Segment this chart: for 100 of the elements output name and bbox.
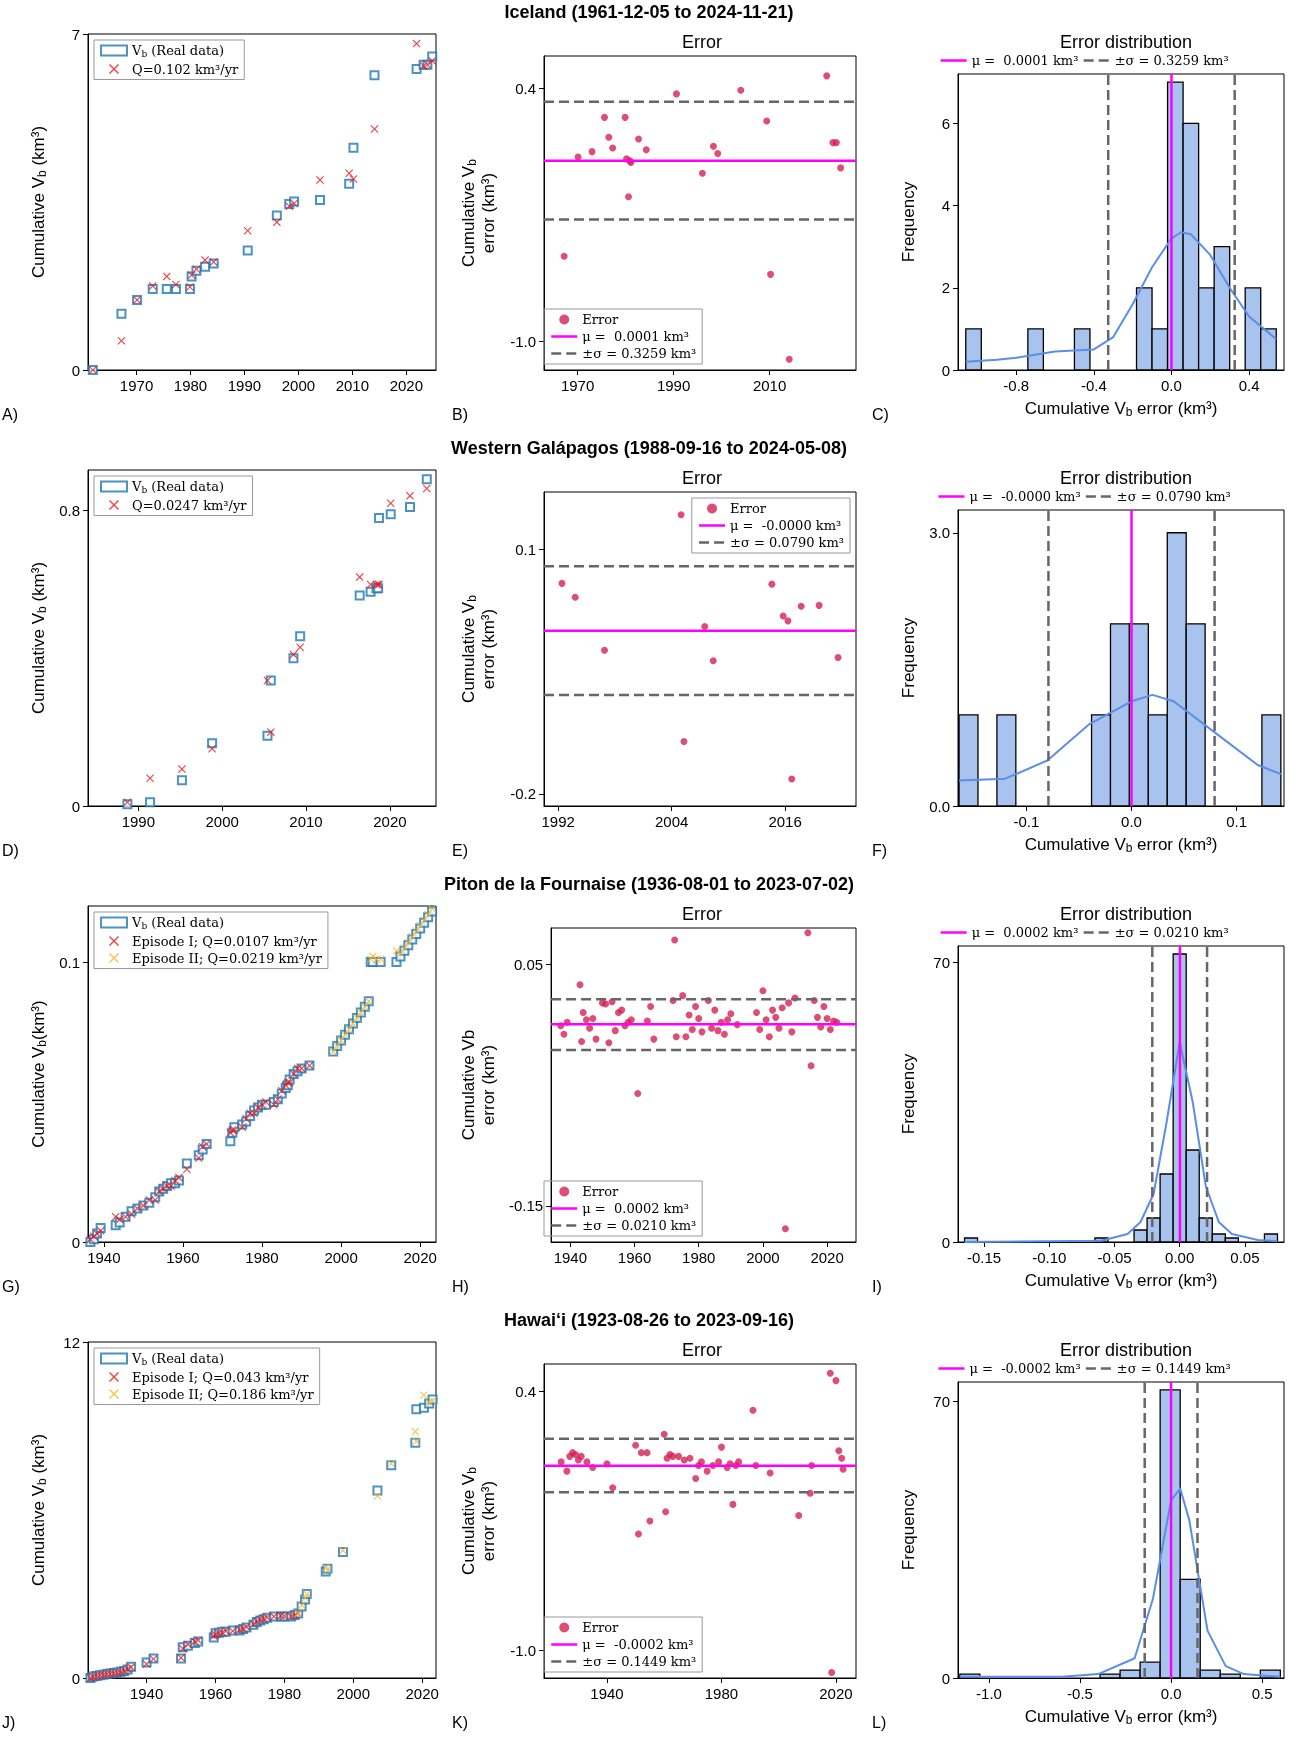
y-tick-label: 3.0 [929,524,950,542]
text: A) [2,405,18,423]
legend-label: Error [582,1184,619,1199]
legend-label: ±σ = 0.0210 km³ [582,1218,697,1233]
legend-label: Q=0.102 km³/yr [132,61,240,77]
y-tick-label: 7 [71,25,80,43]
legend-label: μ = -0.0000 km³ [969,489,1081,504]
chart-title: Error distribution [1059,468,1193,488]
x-tick-label: -1.0 [976,1685,1002,1702]
y-tick-label: 0 [941,1669,950,1687]
legend-label: Episode I; Q=0.043 km³/yr [132,1369,310,1385]
x-tick-label: 2004 [654,813,689,830]
legend-label: ±σ = 0.1449 km³ [582,1654,697,1669]
text: G) [2,1277,20,1295]
x-tick-label: -0.5 [1067,1685,1093,1702]
text: Piton de la Fournaise (1936-08-01 to 2023-07-02) [442,874,856,895]
legend-label: ±σ = 0.3259 km³ [1114,53,1229,68]
x-tick-label: 1980 [245,1249,279,1266]
y-tick-label: 70 [933,1393,950,1411]
y-tick-label: 0.0 [929,797,950,815]
y-axis-title: Cumulative Vb error (km³) [458,1029,498,1141]
x-tick-label: 1980 [704,1685,739,1702]
y-tick-label: 12 [63,1333,80,1351]
x-tick-label: 1990 [656,377,691,394]
legend-label: ±σ = 0.0210 km³ [1114,925,1229,940]
x-tick-label: 2020 [373,813,407,830]
x-tick-label: 1990 [121,813,155,830]
text: Iceland (1961-12-05 to 2024-11-21) [503,2,795,23]
y-tick-label: 70 [933,953,950,971]
y-tick-label: -0.2 [510,785,536,803]
x-tick-label: 1980 [173,377,208,394]
legend-label: μ = -0.0002 km³ [582,1637,694,1652]
chart-title: Error distribution [1059,1340,1193,1360]
legend-label: Episode I; Q=0.0107 km³/yr [132,933,318,949]
legend-label: μ = -0.0000 km³ [730,518,842,533]
x-tick-label: 1980 [267,1685,302,1702]
legend-label: ±σ = 0.3259 km³ [582,346,697,361]
text: C) [872,405,889,423]
x-tick-label: 1940 [590,1685,624,1702]
x-tick-label: 0.5 [1251,1685,1273,1702]
text: J) [2,1713,16,1731]
y-axis-title: Cumulative Vb (km³) [28,561,49,715]
chart-title: Error [682,468,722,488]
x-tick-label: 1980 [682,1249,716,1266]
text: I) [872,1277,882,1295]
x-tick-label: 1960 [617,1249,652,1266]
y-tick-label: 0 [941,1233,950,1251]
x-tick-label: 1960 [166,1249,200,1266]
legend-label: μ = -0.0002 km³ [969,1361,1081,1376]
text: Western Galápagos (1988-09-16 to 2024-05-08) [450,438,848,459]
text: K) [452,1713,468,1731]
chart-title: Error [682,904,722,924]
text: L) [872,1713,887,1731]
x-tick-label: 2020 [389,377,424,394]
x-tick-label: 2000 [336,1685,370,1702]
x-tick-label: 2010 [335,377,370,394]
legend-label: Error [582,1620,619,1635]
x-tick-label: 1970 [560,377,595,394]
x-tick-label: 2010 [752,377,787,394]
x-tick-label: 0.05 [1230,1249,1260,1266]
y-axis-title: Cumulative Vb error (km³) [458,158,498,267]
x-tick-label: -0.15 [966,1249,1002,1266]
legend-label: Error [730,501,767,516]
y-axis-title: Cumulative Vb (km³) [28,1433,49,1587]
x-tick-label: 2016 [768,813,802,830]
x-tick-label: -0.4 [1080,377,1107,394]
y-axis-title: Frequency [898,1489,918,1571]
y-tick-label: 6 [941,114,950,132]
x-tick-label: 0.1 [1226,813,1248,830]
y-axis-title: Cumulative Vb (km³) [28,125,49,279]
y-tick-label: 0 [71,1233,80,1251]
x-tick-label: 2010 [289,813,323,830]
y-tick-label: -1.0 [510,1641,536,1659]
chart-title: Error [682,32,722,52]
legend-label: Q=0.0247 km³/yr [132,497,248,513]
x-tick-label: 1940 [129,1685,164,1702]
y-tick-label: 0 [71,361,80,379]
y-tick-label: 0 [71,1669,80,1687]
x-tick-label: 1940 [553,1249,588,1266]
x-tick-label: 1970 [119,377,154,394]
y-tick-label: 0.4 [515,79,536,97]
y-tick-label: 2 [941,279,950,297]
x-tick-label: 2020 [819,1685,853,1702]
y-tick-label: 0.8 [59,502,80,520]
y-axis-title: Cumulative Vb(km³) [28,1000,49,1148]
x-tick-label: 1992 [541,813,575,830]
y-tick-label: 0.1 [515,540,536,558]
chart-title: Error [682,1340,722,1360]
x-tick-label: 0.0 [1161,377,1182,394]
x-tick-label: -0.05 [1097,1249,1132,1266]
legend-label: Episode II; Q=0.186 km³/yr [132,1386,315,1402]
x-tick-label: 0.0 [1121,813,1142,830]
x-tick-label: 2000 [746,1249,780,1266]
text: B) [452,405,468,423]
legend-label: μ = 0.0002 km³ [971,925,1079,940]
y-tick-label: 0.05 [513,955,544,973]
x-tick-label: 1990 [227,377,262,394]
legend-label: ±σ = 0.1449 km³ [1116,1361,1231,1376]
x-tick-label: 2000 [281,377,316,394]
x-tick-label: 2000 [324,1249,358,1266]
